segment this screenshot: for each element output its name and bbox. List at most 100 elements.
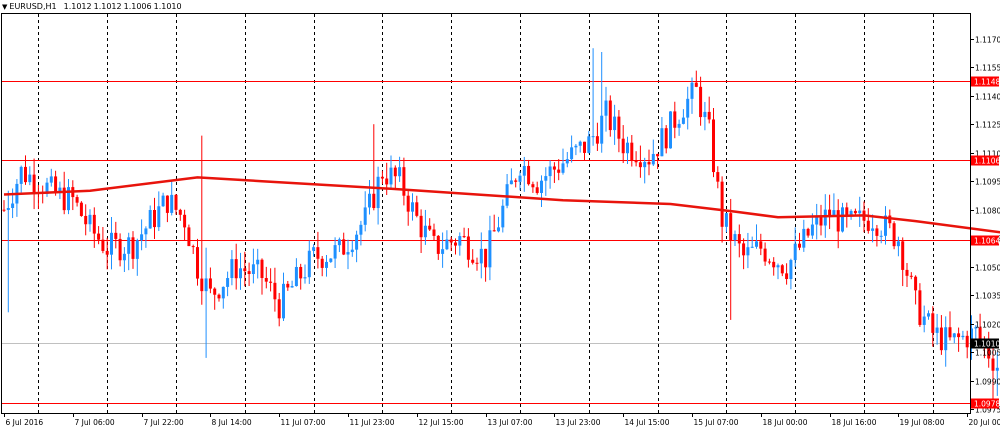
bear-candle	[196, 247, 199, 279]
bull-candle	[660, 128, 664, 157]
bull-candle	[441, 249, 445, 254]
bull-candle	[346, 252, 350, 255]
bull-candle	[58, 187, 62, 194]
bull-candle	[49, 176, 53, 183]
bear-candle	[114, 232, 118, 239]
bull-candle	[88, 214, 92, 225]
bull-candle	[815, 216, 819, 225]
bull-candle	[294, 266, 298, 287]
bull-candle	[389, 167, 393, 185]
bull-candle	[613, 116, 617, 131]
bear-candle	[449, 239, 453, 243]
x-tick-label: 13 Jul 07:00	[488, 418, 533, 427]
high-value: 1.1012	[93, 2, 122, 11]
bear-candle	[183, 214, 187, 228]
bull-candle	[127, 237, 131, 254]
bear-candle	[957, 333, 961, 338]
bull-candle	[28, 174, 32, 183]
bull-candle	[350, 249, 354, 253]
bull-candle	[944, 327, 948, 351]
bull-candle	[724, 213, 728, 227]
chart-header: ▼ EURUSD,H1 1.1012 1.1012 1.1006 1.1010	[2, 2, 182, 11]
bear-candle	[462, 236, 466, 238]
horizontal-line-label: 1.1106	[974, 157, 1000, 166]
y-tick-label: 1.0975	[975, 406, 1000, 415]
bear-candle	[92, 214, 96, 234]
bear-candle	[720, 181, 724, 227]
bull-candle	[995, 367, 999, 371]
bear-candle	[527, 165, 531, 185]
bear-candle	[372, 193, 376, 209]
bull-candle	[45, 182, 49, 194]
bear-candle	[84, 215, 88, 225]
close-value: 1.1010	[153, 2, 182, 11]
bull-candle	[359, 224, 363, 235]
bear-candle	[342, 239, 346, 255]
bull-candle	[122, 253, 126, 261]
open-value: 1.1012	[63, 2, 92, 11]
bear-candle	[131, 237, 135, 259]
bear-candle	[54, 176, 58, 194]
bear-candle	[664, 128, 668, 149]
bear-candle	[105, 250, 109, 255]
x-tick-label: 6 Jul 2016	[6, 418, 44, 427]
x-tick-label: 14 Jul 15:00	[625, 418, 670, 427]
bull-candle	[922, 316, 926, 325]
bull-candle	[690, 82, 694, 99]
price-axis[interactable]: 1.1170 1.1155 1.1140 1.1125 1.1110 1.1095 1.10…	[970, 36, 1000, 415]
bull-candle	[776, 265, 780, 268]
bear-candle	[909, 275, 913, 277]
bull-candle	[329, 258, 333, 262]
bull-candle	[230, 259, 234, 279]
triangle-down-icon[interactable]: ▼	[2, 2, 8, 11]
bear-candle	[428, 225, 432, 230]
bear-candle	[213, 288, 217, 295]
y-tick-label: 1.1080	[975, 207, 1000, 216]
bull-candle	[896, 241, 900, 247]
bear-candle	[101, 239, 105, 251]
bull-candle	[587, 136, 591, 153]
bull-candle	[703, 111, 707, 118]
x-tick-label: 11 Jul 07:00	[281, 418, 326, 427]
bear-candle	[608, 100, 612, 131]
x-tick-label: 18 Jul 00:00	[763, 418, 808, 427]
bull-candle	[841, 207, 844, 232]
bull-candle	[970, 328, 973, 348]
bear-candle	[415, 202, 419, 216]
bear-candle	[191, 246, 195, 248]
x-tick-label: 7 Jul 22:00	[144, 418, 184, 427]
bear-candle	[432, 229, 436, 236]
bull-candle	[509, 180, 513, 185]
x-tick-label: 8 Jul 14:00	[212, 418, 252, 427]
price-labels: 1.1148 1.1106 1.1064 1.0978 1.1010	[971, 76, 1000, 409]
bull-candle	[221, 286, 225, 299]
bear-candle	[918, 290, 922, 325]
bull-candle	[226, 278, 230, 287]
bear-candle	[187, 227, 191, 247]
bear-candle	[621, 138, 625, 154]
bear-candle	[694, 82, 698, 87]
bull-candle	[333, 245, 337, 259]
bear-candle	[531, 184, 535, 188]
bear-candle	[79, 202, 83, 216]
y-tick-label: 1.1020	[975, 321, 1000, 330]
bull-candle	[750, 246, 754, 248]
time-axis[interactable]: 6 Jul 2016 7 Jul 06:00 7 Jul 22:00 8 Jul 14…	[4, 413, 1000, 427]
bear-candle	[118, 238, 122, 261]
bull-candle	[144, 228, 148, 235]
bear-candle	[406, 195, 410, 212]
bear-candle	[178, 209, 182, 215]
bull-candle	[501, 205, 505, 228]
bear-candle	[978, 327, 982, 340]
bull-candle	[669, 111, 672, 149]
low-value: 1.1006	[123, 2, 152, 11]
bid-label: 1.1010	[974, 340, 1000, 349]
bear-candle	[208, 278, 212, 289]
horizontal-lines	[1, 81, 970, 404]
bull-candle	[282, 283, 285, 319]
bear-candle	[866, 220, 870, 231]
bull-candle	[651, 153, 655, 165]
moving-average	[3, 176, 1000, 234]
